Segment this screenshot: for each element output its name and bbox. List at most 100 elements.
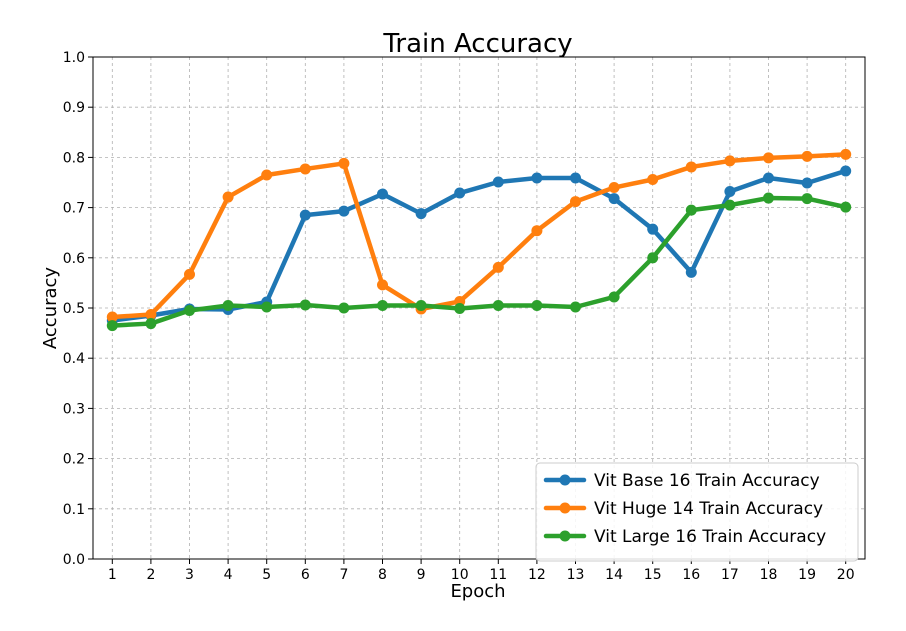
data-point [106,311,118,323]
data-point [145,318,157,330]
series-line [110,168,848,323]
y-tick-label: 0.9 [63,100,85,116]
data-point [647,252,659,264]
data-point [685,266,697,278]
legend-label: Vit Huge 14 Train Accuracy [594,499,823,519]
data-point [763,152,774,164]
x-tick-label: 1 [108,567,117,583]
data-point [608,182,620,194]
x-tick-label: 13 [567,567,585,583]
y-tick-label: 0.3 [63,401,85,417]
y-tick-label: 1.0 [63,50,85,66]
series-3 [106,192,852,332]
data-point [377,279,388,291]
series-line [110,195,848,328]
y-tick-label: 0.4 [63,351,85,367]
x-tick-label: 20 [837,567,855,583]
x-tick-label: 8 [378,567,387,583]
data-point [763,172,774,184]
x-tick-label: 16 [682,567,700,583]
data-point [801,177,813,189]
series-2 [106,148,852,323]
data-point [299,299,311,311]
data-point [492,176,504,188]
data-point [261,301,273,313]
legend-item: Vit Large 16 Train Accuracy [543,527,826,547]
y-tick-label: 0.6 [63,251,85,267]
legend-item: Vit Huge 14 Train Accuracy [543,499,823,519]
x-tick-label: 4 [224,567,233,583]
chart-title: Train Accuracy [382,29,572,59]
plot-frame [92,56,866,560]
x-tick-label: 6 [301,567,310,583]
y-tick-label: 0.7 [63,201,85,217]
x-tick-label: 15 [644,567,662,583]
data-point [492,299,504,311]
data-point [570,172,581,184]
data-point [222,191,234,203]
y-tick-label: 0.1 [63,502,85,518]
data-point [840,201,852,213]
y-tick-label: 0.0 [63,552,85,568]
data-point [685,204,697,216]
x-axis-label: Epoch [450,581,505,602]
data-point [724,155,736,167]
data-point [724,199,736,211]
data-point [338,157,350,169]
data-point [492,261,504,273]
data-point [570,301,581,313]
series-line [110,152,848,320]
data-point [338,302,350,314]
data-point [608,291,620,303]
data-point [261,169,273,181]
y-tick-label: 0.8 [63,150,85,166]
data-point [647,223,659,235]
legend-swatch-marker [559,530,571,542]
data-point [299,209,311,221]
x-tick-label: 10 [451,567,469,583]
data-point [840,148,852,160]
data-point [840,165,852,177]
data-point [145,309,157,321]
data-point [454,303,466,315]
x-tick-label: 7 [339,567,348,583]
legend: Vit Base 16 Train Accuracy Vit Huge 14 Tr… [535,462,859,562]
data-point [531,299,543,311]
data-point [763,192,774,204]
x-tick-label: 18 [760,567,778,583]
data-point [415,299,427,311]
legend-swatch-marker [559,502,571,514]
data-point [724,186,736,198]
data-point [299,163,311,175]
data-point [222,299,234,311]
legend-swatch-marker [559,474,571,486]
x-tick-label: 3 [185,567,194,583]
data-point [377,299,388,311]
data-point [801,150,813,162]
x-tick-label: 2 [146,567,155,583]
data-point [454,187,466,199]
axes: 0.00.10.20.30.40.50.60.70.80.91.01 2 3 4 5 6 7… [63,50,866,583]
data-point [801,193,813,205]
x-tick-label: 5 [262,567,271,583]
data-point [377,188,388,200]
legend-label: Vit Base 16 Train Accuracy [594,471,820,491]
data-point [415,208,427,220]
data-point [570,196,581,208]
x-tick-label: 11 [489,567,507,583]
data-point [608,193,620,205]
data-point [184,305,195,317]
legend-box [535,462,859,562]
y-tick-label: 0.2 [63,452,85,468]
x-tick-label: 14 [605,567,623,583]
series-group [106,148,852,332]
y-tick-label: 0.5 [63,301,85,317]
x-tick-label: 19 [798,567,816,583]
x-tick-label: 17 [721,567,739,583]
legend-label: Vit Large 16 Train Accuracy [594,527,826,547]
data-point [685,161,697,173]
x-tick-label: 12 [528,567,546,583]
data-point [106,320,118,332]
y-axis-label: Accuracy [40,267,61,350]
